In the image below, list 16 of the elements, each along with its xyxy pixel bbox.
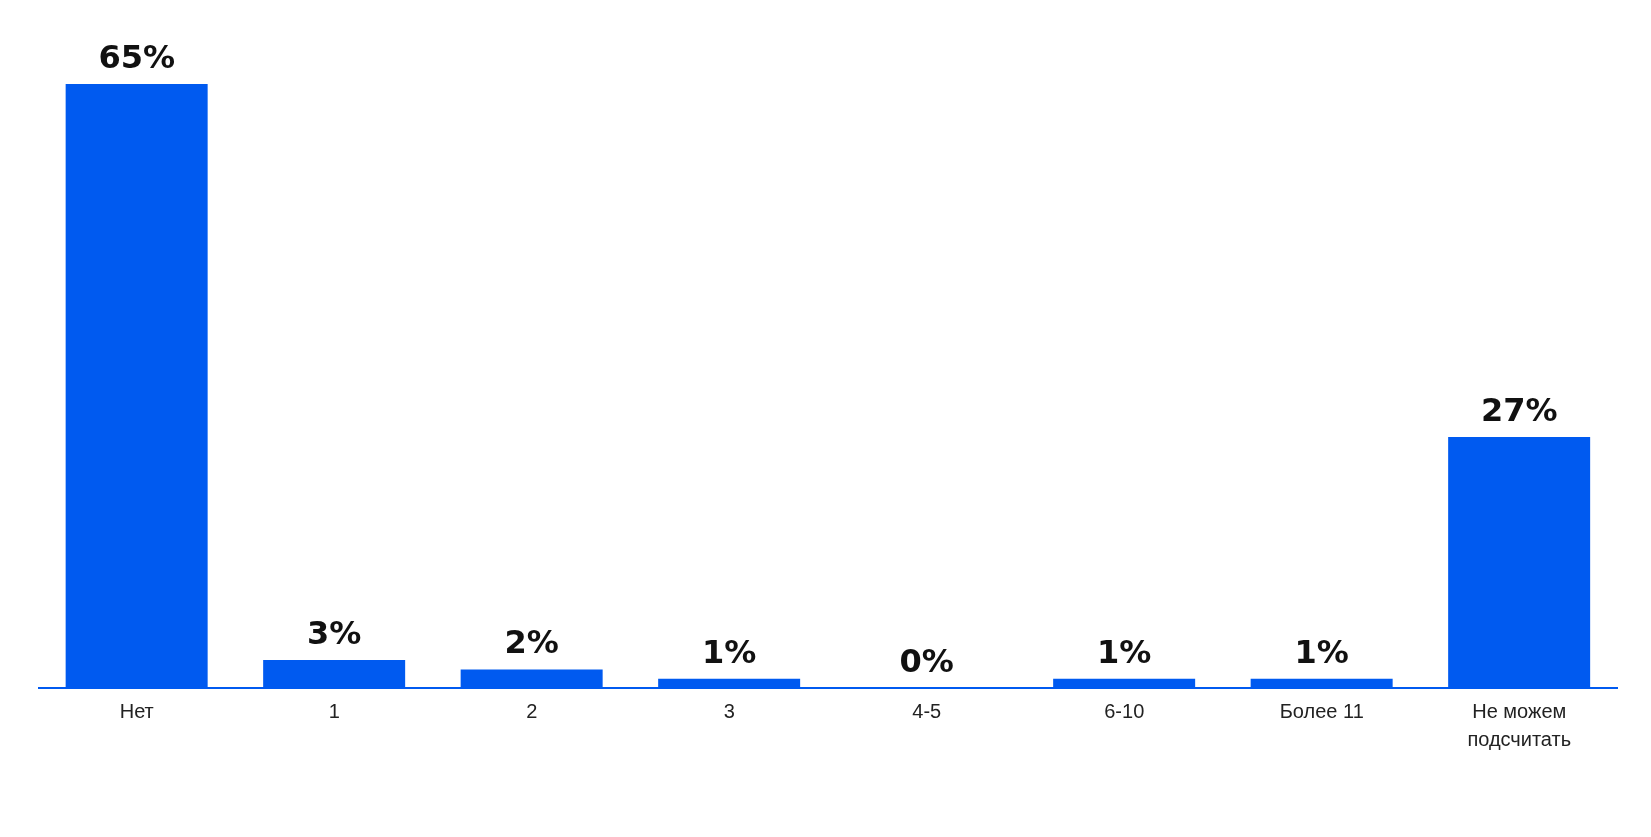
x-tick-label: 3 xyxy=(723,700,735,722)
data-label: 27% xyxy=(1480,391,1558,430)
x-tick-label: Не можем подсчитать xyxy=(1467,700,1572,750)
x-tick-label: 4-5 xyxy=(912,700,942,722)
data-label: 65% xyxy=(98,38,176,76)
data-label: 1% xyxy=(1294,632,1349,671)
x-tick-label: 2 xyxy=(526,700,538,722)
x-tick-label: 1 xyxy=(328,700,340,722)
data-label: 3% xyxy=(307,614,362,653)
x-tick-label: 6-10 xyxy=(1104,700,1145,722)
data-label: 1% xyxy=(702,632,757,671)
x-tick-label: Нет xyxy=(119,700,154,722)
x-tick-label: Более 11 xyxy=(1279,700,1364,722)
data-label: 1% xyxy=(1097,632,1152,671)
data-label: 2% xyxy=(504,623,559,662)
data-label: 0% xyxy=(899,642,954,680)
